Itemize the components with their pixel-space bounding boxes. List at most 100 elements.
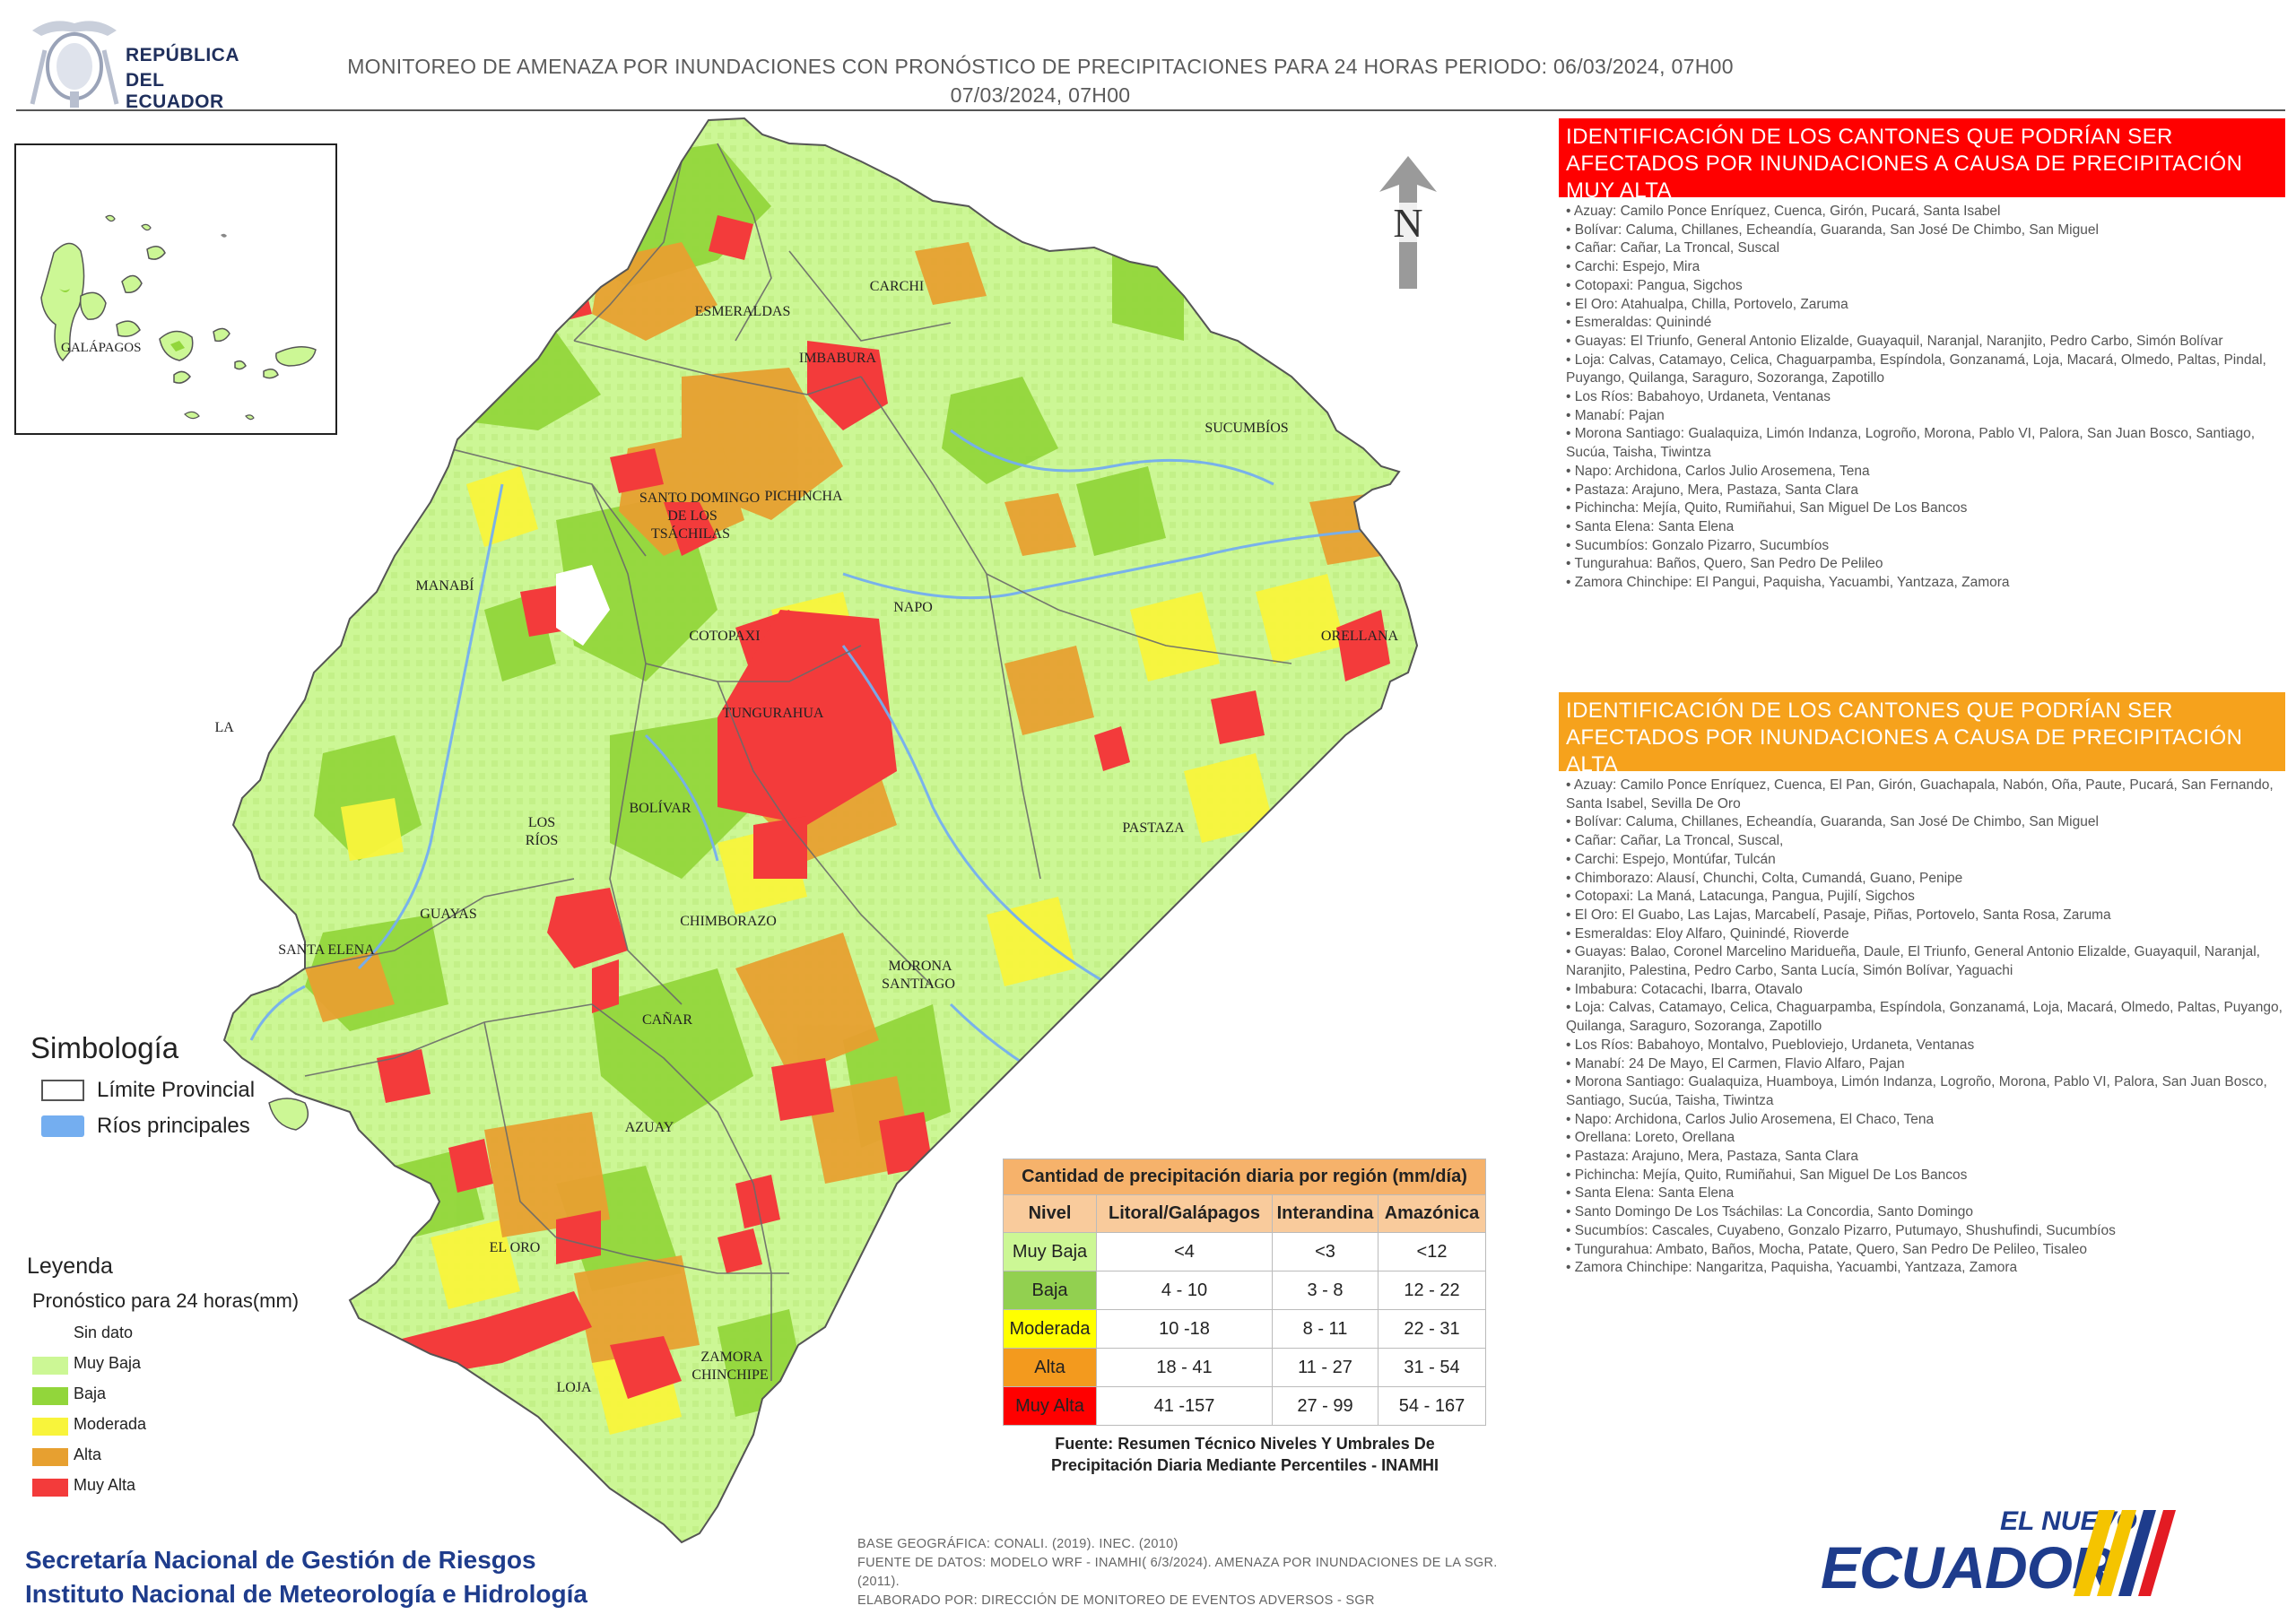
- label-imbabura: IMBABURA: [799, 351, 877, 366]
- label-santo-domingo-3: TSÁCHILAS: [651, 525, 730, 542]
- canton-alta-item: Imbabura: Cotacachi, Ibarra, Otavalo: [1566, 981, 2285, 1000]
- threshold-interandina: 27 - 99: [1272, 1386, 1378, 1426]
- canton-muy-alta-item: Sucumbíos: Gonzalo Pizarro, Sucumbíos: [1566, 537, 2285, 556]
- canton-alta-item: Morona Santiago: Gualaquiza, Huamboya, L…: [1566, 1073, 2285, 1110]
- panel-muy-alta-list: Azuay: Camilo Ponce Enríquez, Cuenca, Gi…: [1559, 203, 2285, 593]
- leyenda-label: Baja: [74, 1384, 107, 1402]
- footer-sources: BASE GEOGRÁFICA: CONALI. (2019). INEC. (…: [857, 1535, 1503, 1610]
- label-guayas: GUAYAS: [420, 907, 476, 922]
- canton-muy-alta-item: Santa Elena: Santa Elena: [1566, 518, 2285, 537]
- label-santo-domingo-2: DE LOS: [667, 508, 718, 524]
- leyenda-label: Muy Baja: [74, 1354, 142, 1372]
- canton-alta-item: Loja: Calvas, Catamayo, Celica, Chaguarp…: [1566, 999, 2285, 1036]
- canton-alta-item: El Oro: El Guabo, Las Lajas, Marcabelí, …: [1566, 907, 2285, 925]
- canton-alta-item: Guayas: Balao, Coronel Marcelino Maridue…: [1566, 943, 2285, 980]
- leyenda-label: Alta: [74, 1445, 102, 1463]
- label-chimborazo: CHIMBORAZO: [680, 914, 777, 929]
- threshold-caption: Cantidad de precipitación diaria por reg…: [1003, 1159, 1486, 1195]
- threshold-row: Baja 4 - 10 3 - 8 12 - 22: [1003, 1271, 1486, 1310]
- label-azuay: AZUAY: [625, 1120, 674, 1135]
- label-canar: CAÑAR: [642, 1011, 692, 1028]
- north-arrow-icon: N: [1379, 156, 1437, 289]
- canton-muy-alta-item: Bolívar: Caluma, Chillanes, Echeandía, G…: [1566, 221, 2285, 240]
- label-morona-2: SANTIAGO: [882, 976, 955, 992]
- canton-muy-alta-item: Los Ríos: Babahoyo, Urdaneta, Ventanas: [1566, 388, 2285, 407]
- panel-alta: IDENTIFICACIÓN DE LOS CANTONES QUE PODRÍ…: [1559, 692, 2285, 1278]
- threshold-header-amazonica: Amazónica: [1378, 1194, 1486, 1233]
- canton-alta-item: Los Ríos: Babahoyo, Montalvo, Puebloviej…: [1566, 1037, 2285, 1055]
- republica-logo: REPÚBLICA DEL ECUADOR: [25, 5, 249, 112]
- leyenda-swatch: [32, 1448, 68, 1466]
- panel-alta-title: IDENTIFICACIÓN DE LOS CANTONES QUE PODRÍ…: [1559, 692, 2285, 777]
- map-title-line2: 07/03/2024, 07H00: [950, 83, 1131, 107]
- logo-republica-text: REPÚBLICA: [126, 45, 240, 65]
- canton-muy-alta-item: Pastaza: Arajuno, Mera, Pastaza, Santa C…: [1566, 482, 2285, 500]
- canton-alta-item: Santa Elena: Santa Elena: [1566, 1185, 2285, 1203]
- el-nuevo-ecuador-logo: EL NUEVO ECUADOR: [1821, 1506, 2179, 1605]
- threshold-row: Muy Alta 41 -157 27 - 99 54 - 167: [1003, 1386, 1486, 1426]
- threshold-header-litoral: Litoral/Galápagos: [1096, 1194, 1273, 1233]
- threshold-header-interandina: Interandina: [1272, 1194, 1378, 1233]
- canton-muy-alta-item: Napo: Archidona, Carlos Julio Arosemena,…: [1566, 463, 2285, 482]
- canton-alta-item: Esmeraldas: Eloy Alfaro, Quinindé, Riove…: [1566, 925, 2285, 944]
- galapagos-inset: GALÁPAGOS: [14, 143, 337, 435]
- canton-alta-item: Orellana: Loreto, Orellana: [1566, 1129, 2285, 1148]
- canton-alta-item: Cañar: Cañar, La Troncal, Suscal,: [1566, 832, 2285, 851]
- limite-provincial-swatch: [41, 1080, 84, 1101]
- canton-alta-item: Sucumbíos: Cascales, Cuyabeno, Gonzalo P…: [1566, 1222, 2285, 1241]
- threshold-level: Moderada: [1003, 1309, 1097, 1349]
- threshold-level: Alta: [1003, 1348, 1097, 1387]
- logo-ecuador-text: ECUADOR: [1821, 1534, 2115, 1601]
- canton-muy-alta-item: Cotopaxi: Pangua, Sigchos: [1566, 277, 2285, 296]
- threshold-source-line1: Fuente: Resumen Técnico Niveles Y Umbral…: [1055, 1435, 1435, 1453]
- label-orellana: ORELLANA: [1321, 629, 1399, 644]
- threshold-interandina: 3 - 8: [1272, 1271, 1378, 1310]
- leyenda-subtitle: Pronóstico para 24 horas(mm): [32, 1289, 300, 1312]
- label-los-rios-1: LOS: [528, 815, 555, 830]
- leyenda-title: Leyenda: [27, 1254, 113, 1279]
- logo-ecuador-text: DEL ECUADOR: [126, 70, 224, 112]
- threshold-litoral: 18 - 41: [1096, 1348, 1273, 1387]
- threshold-table: Cantidad de precipitación diaria por reg…: [1003, 1159, 1486, 1426]
- limite-provincial-label: Límite Provincial: [97, 1078, 256, 1102]
- panel-muy-alta: IDENTIFICACIÓN DE LOS CANTONES QUE PODRÍ…: [1559, 118, 2285, 593]
- threshold-amazonica: 54 - 167: [1378, 1386, 1486, 1426]
- threshold-level: Baja: [1003, 1271, 1097, 1310]
- canton-alta-item: Napo: Archidona, Carlos Julio Arosemena,…: [1566, 1111, 2285, 1130]
- galapagos-map: GALÁPAGOS: [40, 214, 317, 421]
- threshold-source: Fuente: Resumen Técnico Niveles Y Umbral…: [1003, 1433, 1487, 1476]
- label-tungurahua: TUNGURAHUA: [723, 706, 824, 721]
- label-zamora-1: ZAMORA: [700, 1350, 763, 1365]
- label-sucumbios: SUCUMBÍOS: [1205, 419, 1288, 436]
- threshold-header-nivel: Nivel: [1003, 1194, 1097, 1233]
- canton-muy-alta-item: Pichincha: Mejía, Quito, Rumiñahui, San …: [1566, 499, 2285, 518]
- canton-alta-item: Carchi: Espejo, Montúfar, Tulcán: [1566, 851, 2285, 870]
- threshold-level: Muy Alta: [1003, 1386, 1097, 1426]
- threshold-amazonica: 22 - 31: [1378, 1309, 1486, 1349]
- leyenda-label: Muy Alta: [74, 1476, 136, 1494]
- label-santo-domingo-1: SANTO DOMINGO: [639, 490, 760, 506]
- simbologia-title: Simbología: [30, 1031, 179, 1064]
- label-manabi: MANABÍ: [416, 577, 474, 594]
- canton-alta-item: Pastaza: Arajuno, Mera, Pastaza, Santa C…: [1566, 1148, 2285, 1167]
- leyenda-label: Sin dato: [74, 1324, 134, 1341]
- footer-institution-1: Secretaría Nacional de Gestión de Riesgo…: [25, 1546, 536, 1574]
- leyenda-swatch: [32, 1326, 68, 1344]
- north-label: N: [1393, 200, 1422, 246]
- canton-alta-item: Manabí: 24 De Mayo, El Carmen, Flavio Al…: [1566, 1055, 2285, 1074]
- threshold-row: Moderada 10 -18 8 - 11 22 - 31: [1003, 1309, 1486, 1349]
- label-isla: ISLA: [215, 720, 234, 735]
- coat-of-arms-icon: [30, 21, 119, 108]
- puna-island: [268, 1098, 309, 1131]
- label-cotopaxi: COTOPAXI: [689, 629, 760, 644]
- ecuador-map: ESMERALDAS CARCHI IMBABURA SUCUMBÍOS SAN…: [215, 117, 1418, 1543]
- canton-alta-item: Cotopaxi: La Maná, Latacunga, Pangua, Pu…: [1566, 888, 2285, 907]
- canton-muy-alta-item: Azuay: Camilo Ponce Enríquez, Cuenca, Gi…: [1566, 203, 2285, 221]
- header-divider: [16, 109, 2285, 111]
- threshold-litoral: 10 -18: [1096, 1309, 1273, 1349]
- leyenda-swatch: [32, 1357, 68, 1375]
- canton-alta-item: Azuay: Camilo Ponce Enríquez, Cuenca, El…: [1566, 777, 2285, 813]
- leyenda-label: Moderada: [74, 1415, 147, 1433]
- canton-alta-item: Tungurahua: Ambato, Baños, Mocha, Patate…: [1566, 1241, 2285, 1260]
- footer-source-line3: ELABORADO POR: DIRECCIÓN DE MONITOREO DE…: [857, 1593, 1375, 1608]
